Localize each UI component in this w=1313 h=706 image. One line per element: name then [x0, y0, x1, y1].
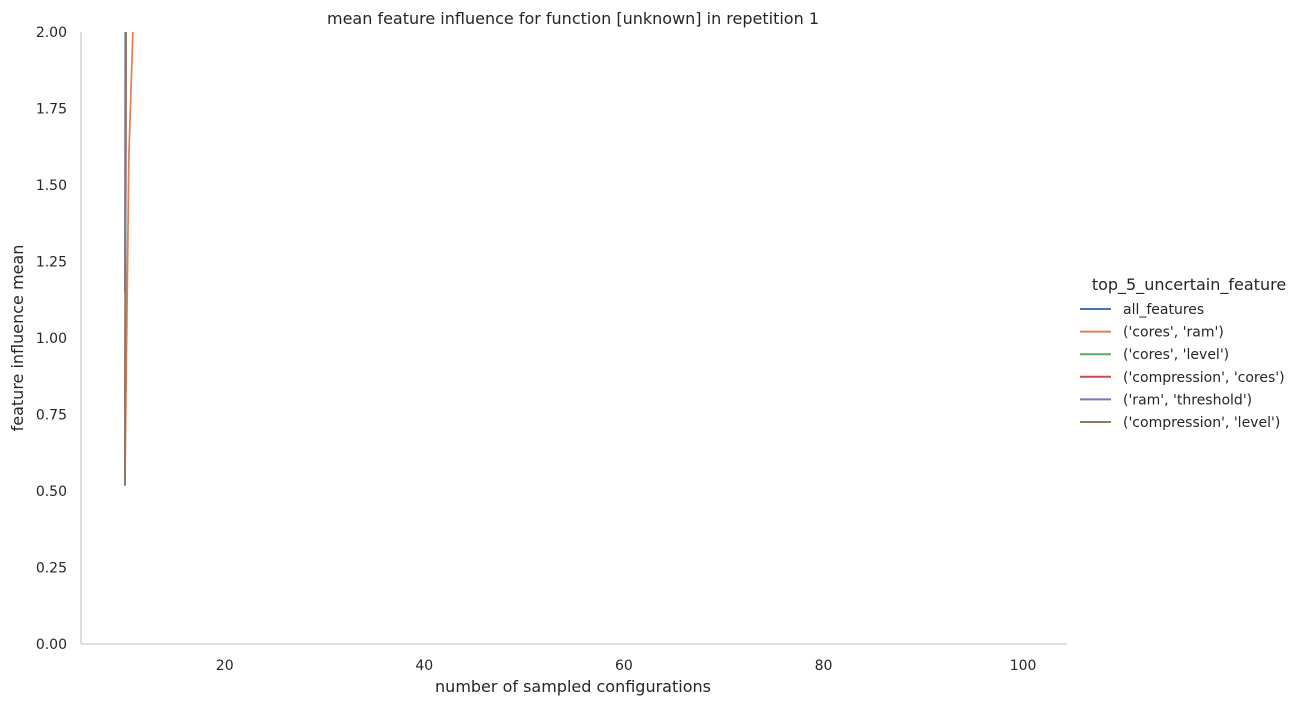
- x-axis-title: number of sampled configurations: [435, 677, 711, 696]
- x-tick-label: 20: [216, 658, 234, 674]
- legend-label: ('compression', 'cores'): [1123, 370, 1285, 386]
- series-line: [124, 32, 127, 486]
- y-tick-label: 1.50: [36, 178, 67, 194]
- x-tick-label: 60: [615, 658, 633, 674]
- y-axis-ticks: 0.00 0.25 0.50 0.75 1.00 1.25 1.50 1.75 2.00: [36, 25, 67, 653]
- series-line: [124, 32, 134, 486]
- series-layer: [124, 32, 134, 486]
- legend-label: ('compression', 'level'): [1123, 415, 1280, 431]
- legend-label: all_features: [1123, 302, 1204, 318]
- x-axis-ticks: 20 40 60 80 100: [216, 658, 1037, 674]
- y-tick-label: 1.25: [36, 255, 67, 271]
- y-axis-title: feature influence mean: [8, 245, 27, 432]
- y-tick-label: 0.25: [36, 561, 67, 577]
- y-tick-label: 0.75: [36, 408, 67, 424]
- x-tick-label: 40: [415, 658, 433, 674]
- legend-title: top_5_uncertain_feature: [1092, 275, 1286, 295]
- y-tick-label: 0.00: [36, 637, 67, 653]
- x-tick-label: 100: [1010, 658, 1037, 674]
- y-tick-label: 1.00: [36, 331, 67, 347]
- legend-label: ('ram', 'threshold'): [1123, 392, 1252, 408]
- legend: top_5_uncertain_feature all_features ('co…: [1080, 275, 1286, 431]
- y-tick-label: 2.00: [36, 25, 67, 41]
- legend-label: ('cores', 'level'): [1123, 347, 1229, 363]
- legend-label: ('cores', 'ram'): [1123, 325, 1224, 341]
- y-tick-label: 1.75: [36, 102, 67, 118]
- chart-title: mean feature influence for function [unk…: [327, 9, 819, 28]
- legend-items: all_features ('cores', 'ram') ('cores', 'l…: [1080, 302, 1285, 431]
- x-tick-label: 80: [815, 658, 833, 674]
- y-tick-label: 0.50: [36, 484, 67, 500]
